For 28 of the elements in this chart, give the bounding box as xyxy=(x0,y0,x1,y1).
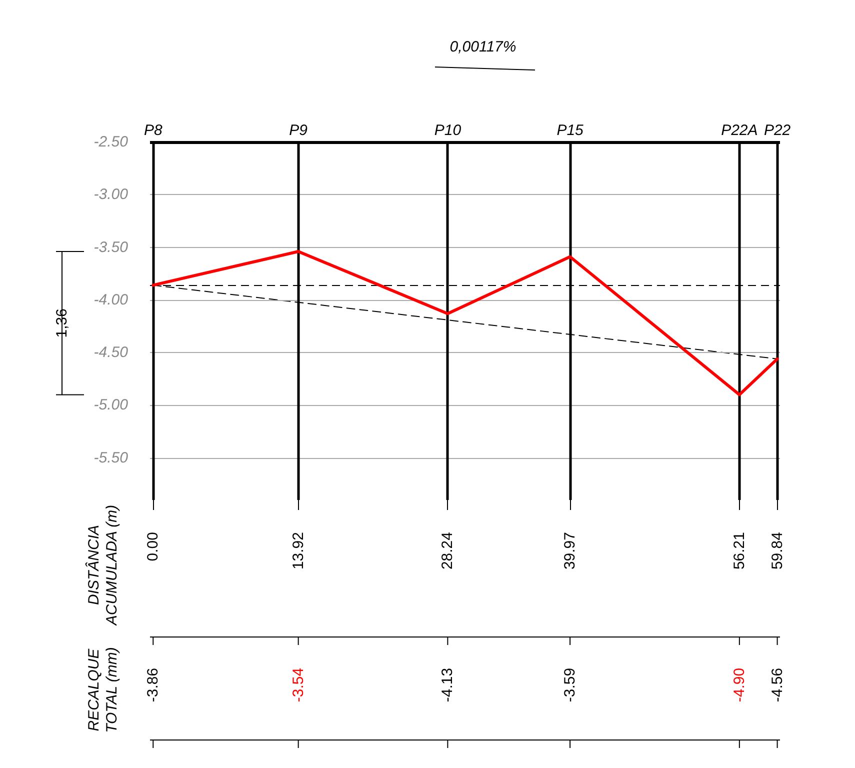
ref-line-label: P8 xyxy=(144,122,163,139)
ref-line-label: P15 xyxy=(556,122,584,139)
y-tick-label: -4.50 xyxy=(94,344,129,362)
text: -3.86 xyxy=(144,668,162,702)
text: DISTÂNCIA ACUMULADA (m) xyxy=(84,504,120,626)
x-tick-label: 39.97 xyxy=(562,532,579,570)
y-tick-label: -3.50 xyxy=(94,238,129,256)
y-tick-label: -2.50 xyxy=(94,134,129,150)
text: -3.54 xyxy=(290,668,307,702)
x-tick-label: 56.21 xyxy=(730,532,748,570)
ref-line-label: P22 xyxy=(764,122,792,139)
y-tick-label: -4.00 xyxy=(94,291,129,308)
text: 0,00117% xyxy=(450,38,516,56)
text: RECALQUE TOTAL (mm) xyxy=(86,647,120,733)
x-tick-label: 0.00 xyxy=(144,532,162,562)
text: -4.13 xyxy=(439,668,456,702)
x-tick-label: 28.24 xyxy=(439,532,456,570)
ref-line-label: P22A xyxy=(721,122,758,139)
y-tick-label: -3.00 xyxy=(94,186,129,204)
y-tick-label: -5.00 xyxy=(94,396,129,414)
text: -3.59 xyxy=(562,668,579,702)
text: -4.90 xyxy=(730,668,748,702)
y-tick-label: -5.50 xyxy=(94,449,129,466)
x-tick-label: 13.92 xyxy=(290,532,307,570)
x-tick-label: 59.84 xyxy=(768,532,786,570)
ref-line-label: P9 xyxy=(289,122,308,139)
text: -4.56 xyxy=(768,668,786,702)
ref-line-label: P10 xyxy=(434,122,462,139)
